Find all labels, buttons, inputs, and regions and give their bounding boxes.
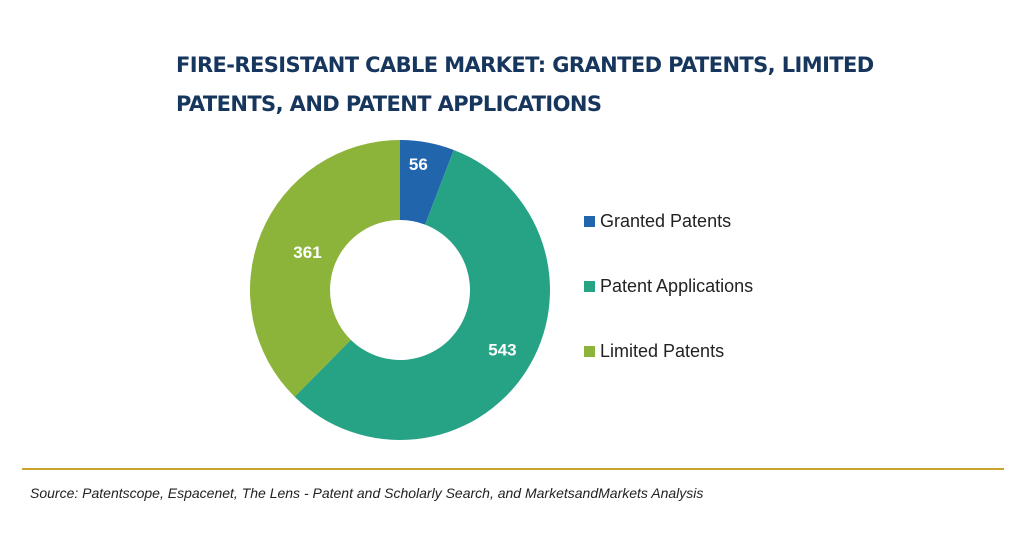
legend-swatch-patent-applications [584, 281, 595, 292]
divider-rule [22, 468, 1004, 470]
data-label-limited-patents: 361 [293, 243, 321, 262]
legend-item-patent-applications: Patent Applications [584, 270, 753, 303]
legend-swatch-granted-patents [584, 216, 595, 227]
legend-item-limited-patents: Limited Patents [584, 335, 753, 368]
donut-chart: 56 543 361 [250, 140, 550, 440]
legend-label-patent-applications: Patent Applications [600, 276, 754, 296]
chart-legend: Granted Patents Patent Applications Limi… [584, 205, 753, 400]
legend-swatch-limited-patents [584, 346, 595, 357]
donut-slice-limited-patents [250, 140, 400, 397]
legend-label-limited-patents: Limited Patents [600, 341, 725, 361]
data-label-patent-applications: 543 [488, 341, 516, 360]
donut-slice-granted-patents [400, 140, 454, 225]
source-note: Source: Patentscope, Espacenet, The Lens… [30, 485, 704, 501]
legend-label-granted-patents: Granted Patents [600, 211, 732, 231]
data-label-granted-patents: 56 [409, 155, 428, 174]
chart-title: FIRE-RESISTANT CABLE MARKET: GRANTED PAT… [176, 53, 874, 116]
donut-slice-patent-applications [294, 149, 550, 440]
legend-item-granted-patents: Granted Patents [584, 205, 753, 238]
